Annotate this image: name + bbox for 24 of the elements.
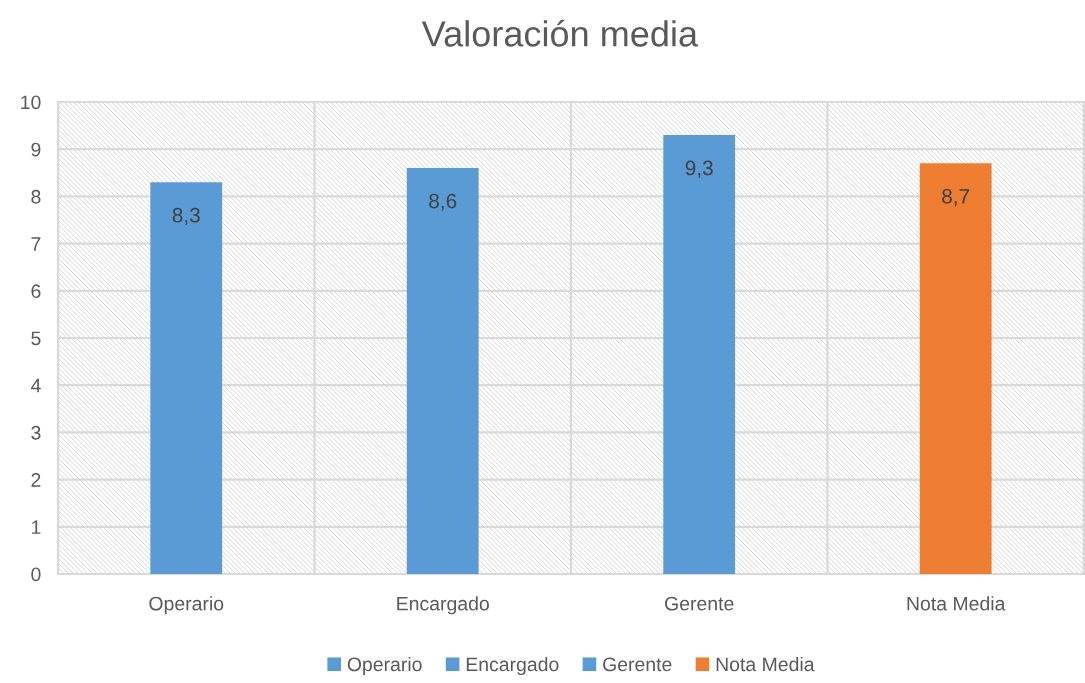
data-label: 8,3 [172,207,200,226]
y-tick-label: 0 [31,567,41,582]
data-label: 8,7 [942,188,970,207]
x-tick-label: Encargado [397,596,489,615]
y-tick-label: 1 [32,520,41,534]
legend-label: Operario [347,656,422,676]
y-tick-label: 8 [31,189,41,204]
legend-label: Gerente [603,657,672,672]
y-tick-label: 6 [31,284,41,299]
y-tick-label: 2 [31,473,41,487]
y-tick-label: 10 [21,95,41,110]
data-label: 8,6 [429,193,457,211]
x-tick-label: Operario [149,596,224,615]
x-tick-label: Nota Media [907,596,1006,611]
y-tick-label: 9 [31,142,41,157]
y-tick-label: 7 [31,237,41,251]
legend-label: Encargado [466,656,559,676]
legend-label: Nota Media [716,656,815,672]
y-tick-label: 5 [31,331,41,346]
y-tick-label: 3 [31,425,41,440]
y-tick-label: 4 [30,378,41,393]
chart-title: Valoración media [421,19,699,47]
x-tick-label: Gerente [665,596,734,611]
data-label: 9,3 [685,160,713,178]
